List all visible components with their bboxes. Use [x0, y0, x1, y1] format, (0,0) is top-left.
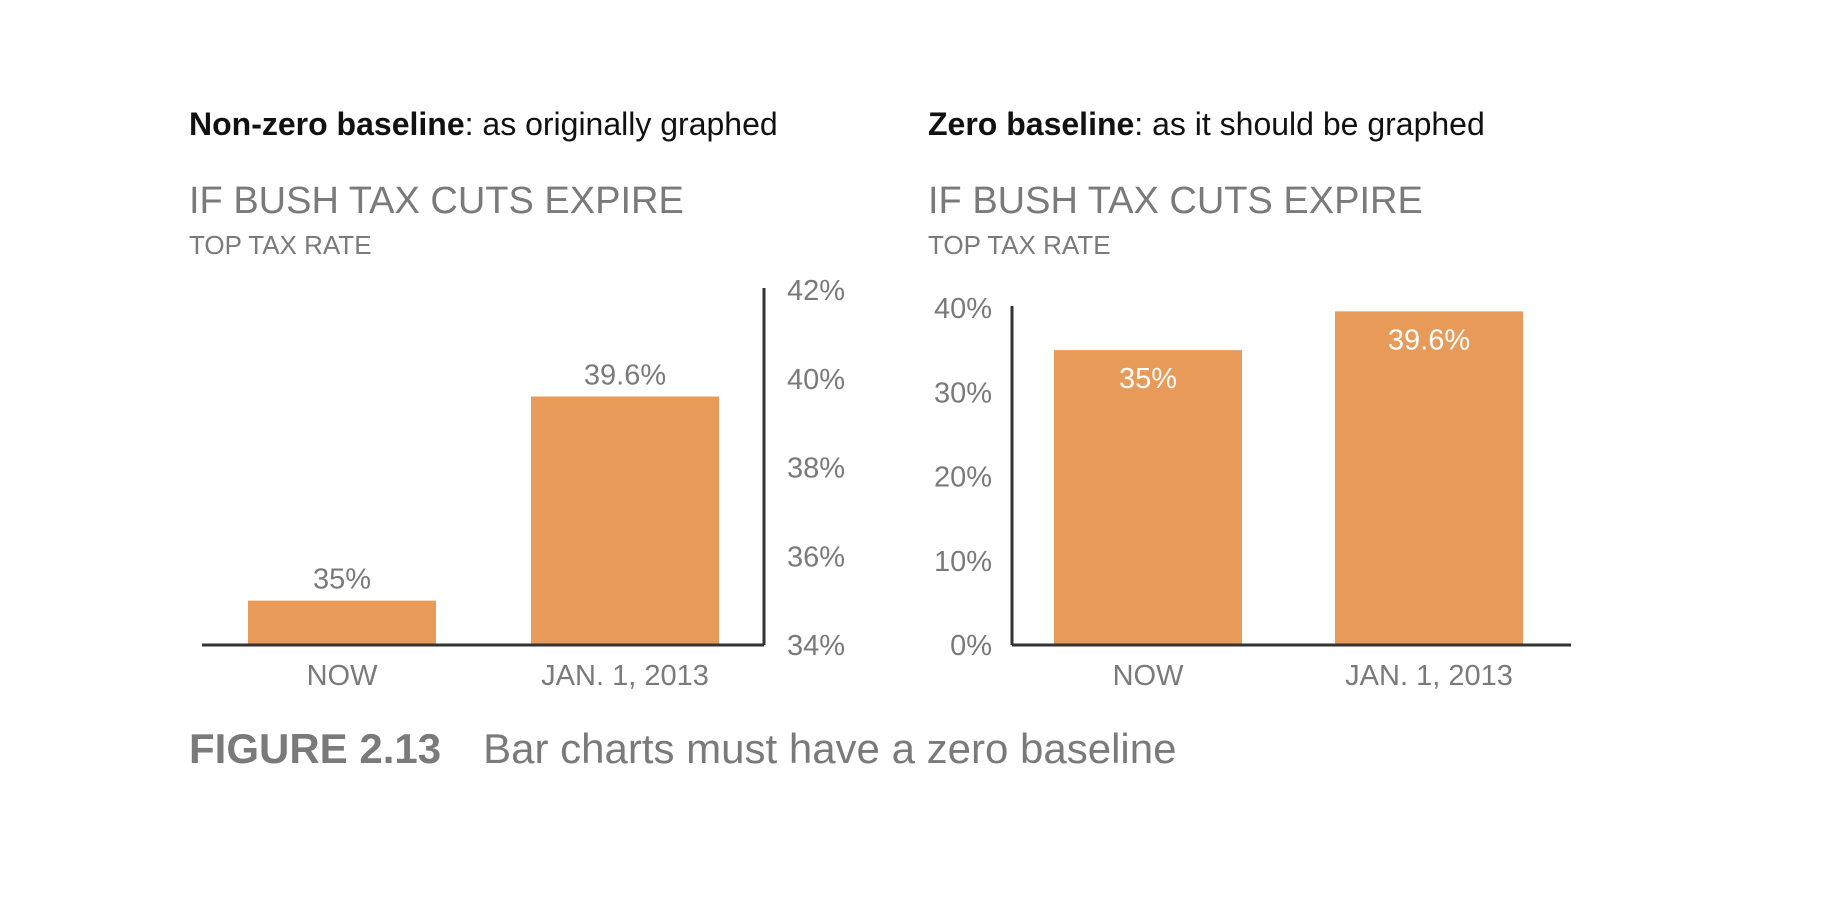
right-chart-category-label-1: NOW: [1113, 660, 1185, 692]
left-chart-tick-label-5: 42%: [787, 275, 845, 307]
right-chart-tick-label-4: 30%: [934, 377, 992, 409]
left-chart-bar-1: [248, 600, 436, 645]
right-panel-heading-rest: : as it should be graphed: [1134, 106, 1485, 142]
left-chart-tick-label-2: 36%: [787, 541, 845, 573]
right-chart-tick-label-1: 0%: [950, 630, 992, 662]
left-chart-title: IF BUSH TAX CUTS EXPIRE: [189, 180, 684, 222]
right-chart-title: IF BUSH TAX CUTS EXPIRE: [928, 180, 1423, 222]
left-panel-heading-lead: Non-zero baseline: [189, 106, 465, 142]
left-chart-category-label-1: NOW: [307, 660, 379, 692]
left-chart-tick-label-4: 40%: [787, 364, 845, 396]
right-chart-subtitle: TOP TAX RATE: [928, 230, 1111, 260]
right-panel-heading-lead: Zero baseline: [928, 106, 1135, 142]
left-chart-bar-2: [531, 396, 719, 645]
left-chart-subtitle: TOP TAX RATE: [189, 230, 372, 260]
figure-label: FIGURE 2.13: [189, 725, 442, 772]
right-chart-category-label-2: JAN. 1, 2013: [1345, 660, 1513, 692]
left-chart-tick-label-1: 34%: [787, 630, 845, 662]
figure-caption-text: Bar charts must have a zero baseline: [483, 725, 1177, 772]
right-chart-tick-label-5: 40%: [934, 293, 992, 325]
left-panel-heading: Non-zero baseline: as originally graphed: [189, 106, 778, 143]
right-chart-tick-label-2: 10%: [934, 546, 992, 578]
right-panel-heading: Zero baseline: as it should be graphed: [928, 106, 1485, 143]
left-chart-data-label-1: 35%: [313, 564, 371, 596]
right-chart-data-label-2: 39.6%: [1388, 324, 1470, 356]
left-chart-data-label-2: 39.6%: [584, 360, 666, 392]
right-chart-data-label-1: 35%: [1119, 363, 1177, 395]
left-chart-category-label-2: JAN. 1, 2013: [541, 660, 709, 692]
right-chart-bar-2: [1335, 311, 1523, 645]
figure-caption: FIGURE 2.13 Bar charts must have a zero b…: [189, 725, 1176, 773]
left-chart-tick-label-3: 38%: [787, 453, 845, 485]
right-chart-tick-label-3: 20%: [934, 462, 992, 494]
left-panel-heading-rest: : as originally graphed: [464, 106, 778, 142]
right-chart-bar-1: [1054, 350, 1242, 645]
